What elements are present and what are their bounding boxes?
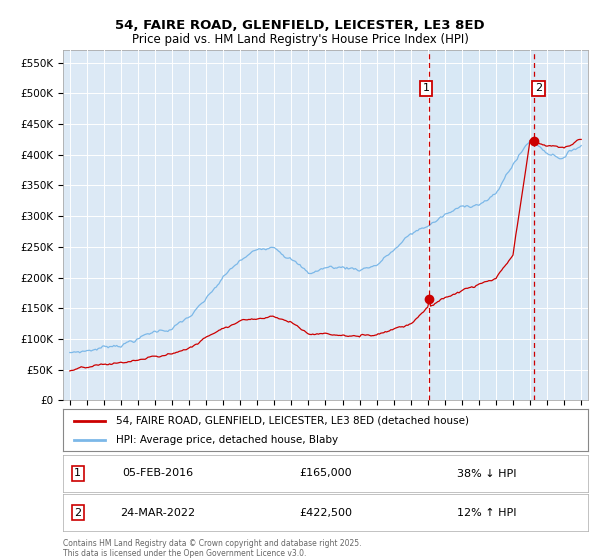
Text: HPI: Average price, detached house, Blaby: HPI: Average price, detached house, Blab… [115,435,338,445]
Text: Price paid vs. HM Land Registry's House Price Index (HPI): Price paid vs. HM Land Registry's House … [131,32,469,46]
Bar [430,50,533,400]
Text: 12% ↑ HPI: 12% ↑ HPI [457,508,516,517]
Text: 1: 1 [422,83,430,94]
Text: 2: 2 [535,83,542,94]
Text: Contains HM Land Registry data © Crown copyright and database right 2025.
This d: Contains HM Land Registry data © Crown c… [63,539,361,558]
Text: 54, FAIRE ROAD, GLENFIELD, LEICESTER, LE3 8ED: 54, FAIRE ROAD, GLENFIELD, LEICESTER, LE… [115,18,485,32]
Text: 2: 2 [74,508,81,517]
Text: 24-MAR-2022: 24-MAR-2022 [120,508,195,517]
Text: 05-FEB-2016: 05-FEB-2016 [122,469,193,478]
Text: £422,500: £422,500 [299,508,352,517]
Text: 1: 1 [74,469,81,478]
Text: 38% ↓ HPI: 38% ↓ HPI [457,469,516,478]
Text: £165,000: £165,000 [299,469,352,478]
Text: 54, FAIRE ROAD, GLENFIELD, LEICESTER, LE3 8ED (detached house): 54, FAIRE ROAD, GLENFIELD, LEICESTER, LE… [115,416,469,426]
